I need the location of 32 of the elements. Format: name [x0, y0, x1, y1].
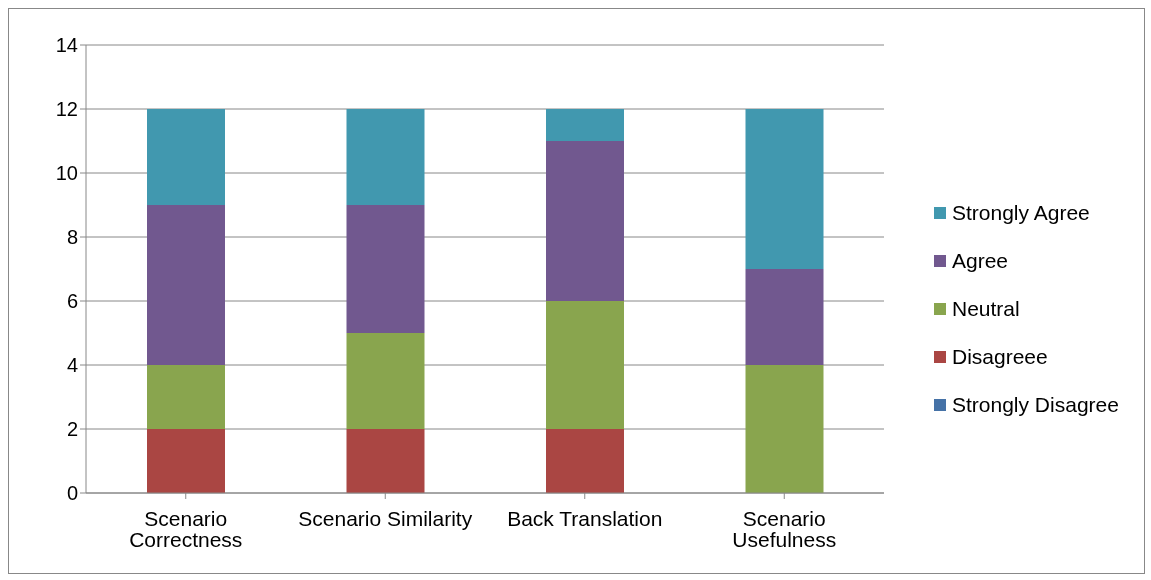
legend-label: Agree — [952, 249, 1009, 273]
x-tick-label: Scenario Usefulness — [732, 506, 837, 551]
bar — [546, 141, 624, 301]
bar — [546, 109, 624, 141]
legend-label: Disagreee — [952, 345, 1048, 369]
legend-label: Strongly Disagree — [952, 393, 1119, 417]
y-tick-label: 2 — [66, 418, 78, 441]
y-tick-label: 10 — [55, 162, 78, 185]
bar — [745, 269, 824, 365]
y-tick-label: 4 — [66, 354, 78, 377]
bar — [346, 205, 425, 333]
y-tick-label: 0 — [66, 482, 78, 505]
bar — [346, 429, 425, 493]
legend-label: Strongly Agree — [952, 201, 1090, 225]
bar — [745, 109, 824, 269]
bar — [147, 365, 225, 429]
bar — [745, 365, 824, 493]
x-tick-label: Scenario Correctness — [129, 506, 243, 551]
bar — [147, 205, 225, 365]
y-tick-label: 14 — [55, 34, 78, 57]
x-tick-label: Scenario Similarity — [298, 506, 473, 530]
bar — [147, 429, 225, 493]
y-tick-label: 6 — [66, 290, 78, 313]
bar — [346, 333, 425, 429]
x-tick-label: Back Translation — [507, 506, 663, 530]
y-tick-label: 12 — [55, 98, 78, 121]
y-tick-label: 8 — [66, 226, 78, 249]
bar — [346, 109, 425, 205]
bar — [546, 429, 624, 493]
bar — [147, 109, 225, 205]
bar — [546, 301, 624, 429]
legend-label: Neutral — [952, 297, 1020, 321]
